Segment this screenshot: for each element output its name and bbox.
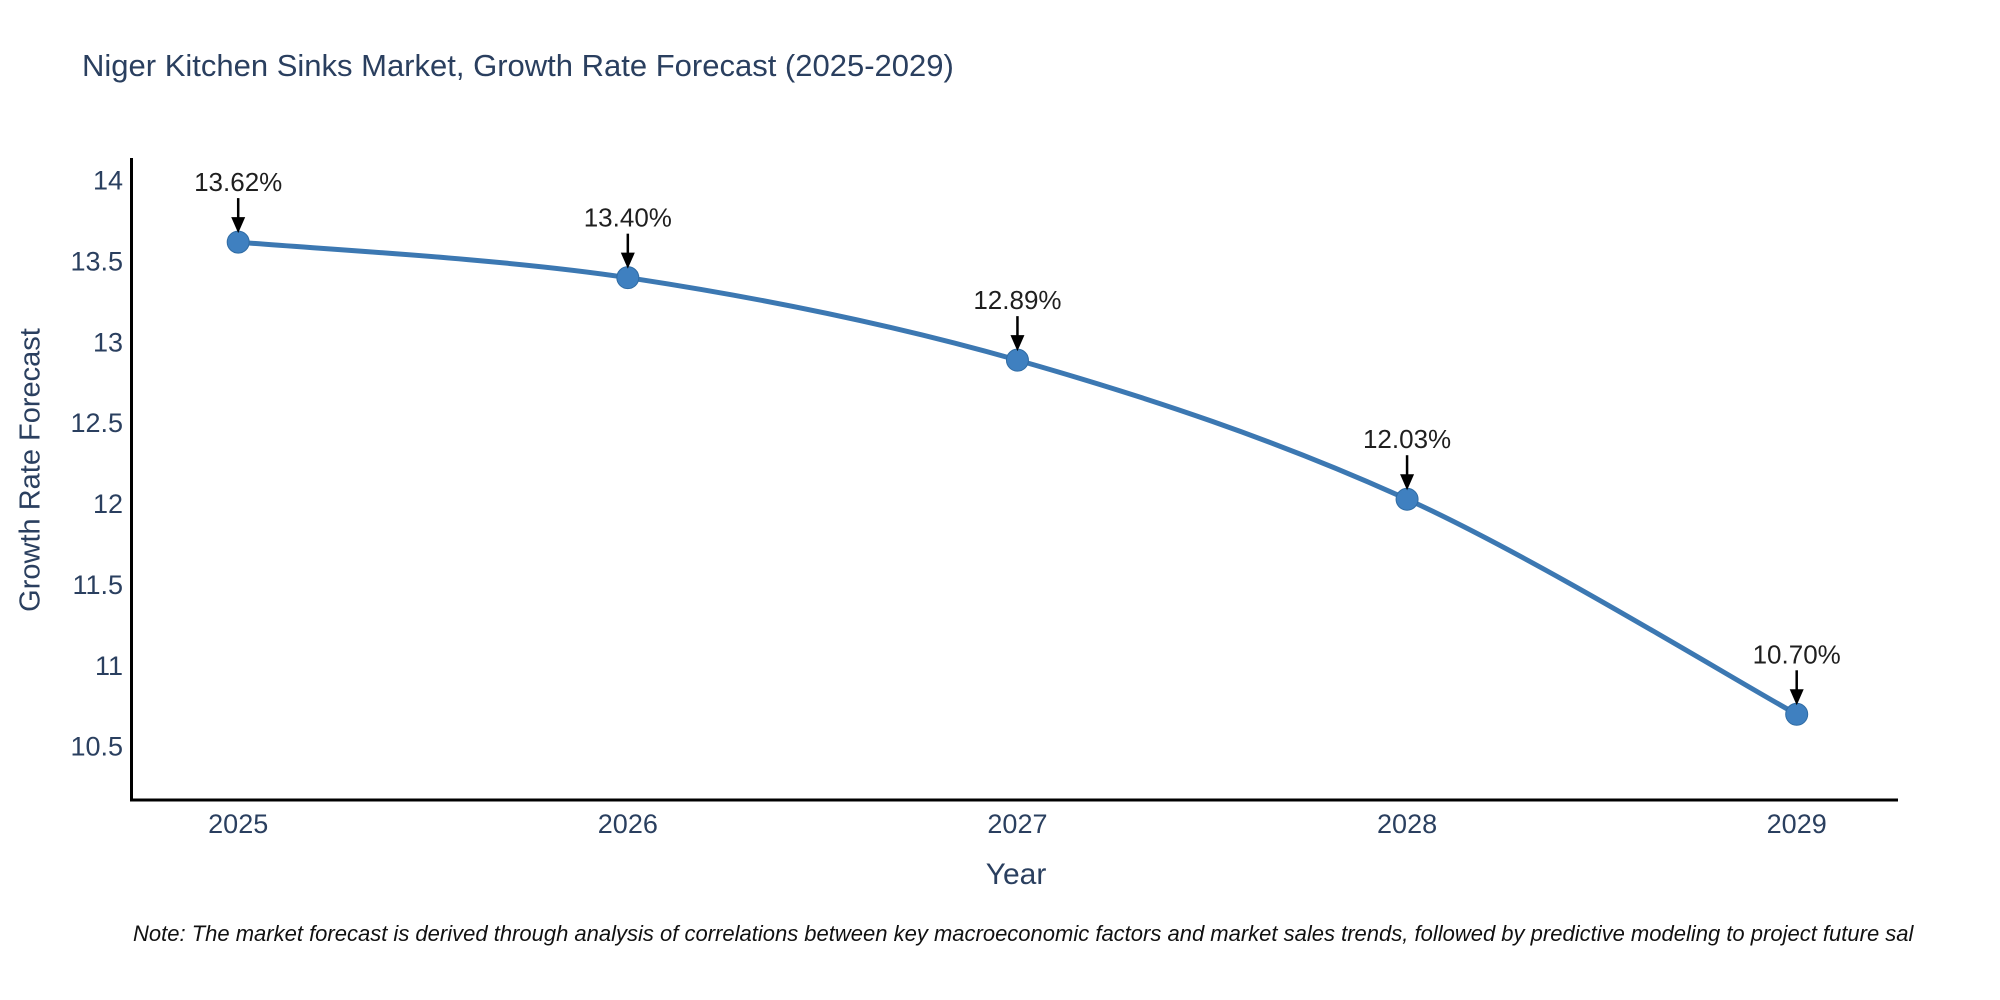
data-point-marker[interactable] [1785,702,1809,726]
data-point-label: 12.89% [973,285,1061,315]
y-tick-label: 13 [93,327,123,357]
annotation-arrow-head-icon [1789,689,1804,706]
annotation-arrow-head-icon [620,252,635,269]
x-tick-label: 2025 [208,809,268,839]
y-tick-label: 14 [93,166,123,196]
data-point-label: 10.70% [1753,639,1841,669]
data-point-marker[interactable] [616,266,640,290]
annotation-arrow-head-icon [1010,335,1025,352]
y-tick-label: 11.5 [72,570,123,600]
data-point-label: 13.40% [584,203,672,233]
y-tick-label: 10.5 [70,732,123,762]
data-point-label: 12.03% [1363,424,1451,454]
footnote: Note: The market forecast is derived thr… [133,921,1914,946]
x-axis-title: Year [985,858,1047,891]
annotation-arrow-head-icon [1400,474,1415,491]
y-tick-label: 12.5 [70,408,123,438]
data-point-marker[interactable] [226,230,250,254]
x-tick-label: 2026 [598,809,658,839]
x-tick-label: 2028 [1377,809,1437,839]
y-tick-label: 13.5 [70,246,123,276]
chart-title: Niger Kitchen Sinks Market, Growth Rate … [82,48,954,83]
data-point-marker[interactable] [1005,348,1029,372]
y-tick-label: 11 [95,651,123,681]
y-tick-label: 12 [93,489,123,519]
data-point-label: 13.62% [194,167,282,197]
x-tick-label: 2029 [1767,809,1827,839]
x-tick-label: 2027 [987,809,1047,839]
annotation-arrow-head-icon [231,217,246,234]
data-point-marker[interactable] [1395,487,1419,511]
